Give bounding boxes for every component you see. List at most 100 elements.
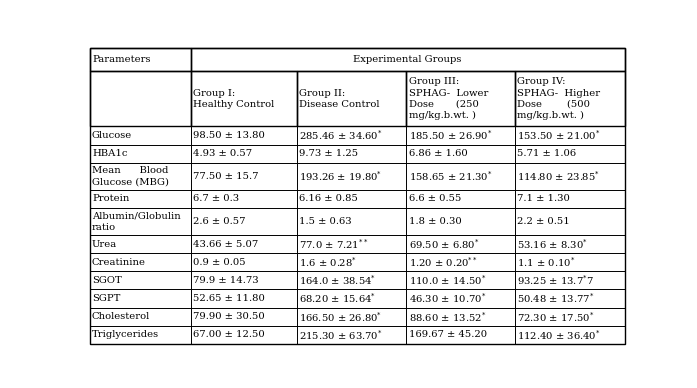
Bar <box>406 308 515 326</box>
Text: Albumin/Globulin
ratio: Albumin/Globulin ratio <box>92 211 181 232</box>
Bar <box>515 190 625 208</box>
Bar <box>191 48 625 71</box>
Bar <box>90 289 191 308</box>
Bar <box>515 126 625 145</box>
Text: Group II:
Disease Control: Group II: Disease Control <box>299 88 379 109</box>
Bar <box>297 145 406 163</box>
Bar <box>515 163 625 190</box>
Text: 164.0 ± 38.54$^{*}$: 164.0 ± 38.54$^{*}$ <box>299 274 376 288</box>
Bar <box>406 253 515 271</box>
Text: Urea: Urea <box>92 240 117 249</box>
Text: 68.20 ± 15.64$^{*}$: 68.20 ± 15.64$^{*}$ <box>299 292 376 305</box>
Text: 6.6 ± 0.55: 6.6 ± 0.55 <box>408 194 461 203</box>
Text: 112.40 ± 36.40$^{*}$: 112.40 ± 36.40$^{*}$ <box>517 328 601 342</box>
Bar <box>191 235 297 253</box>
Text: 46.30 ± 10.70$^{*}$: 46.30 ± 10.70$^{*}$ <box>408 292 486 305</box>
Text: 153.50 ± 21.00$^{*}$: 153.50 ± 21.00$^{*}$ <box>517 128 601 142</box>
Text: 77.0 ± 7.21$^{**}$: 77.0 ± 7.21$^{**}$ <box>299 237 368 251</box>
Bar <box>515 253 625 271</box>
Bar <box>297 126 406 145</box>
Bar <box>191 126 297 145</box>
Text: 215.30 ± 63.70$^{*}$: 215.30 ± 63.70$^{*}$ <box>299 328 383 342</box>
Text: Mean      Blood
Glucose (MBG): Mean Blood Glucose (MBG) <box>92 166 169 186</box>
Text: Triglycerides: Triglycerides <box>92 330 159 339</box>
Bar <box>297 71 406 126</box>
Bar <box>515 271 625 289</box>
Bar <box>297 163 406 190</box>
Bar <box>191 289 297 308</box>
Bar <box>406 145 515 163</box>
Text: 1.1 ± 0.10$^{*}$: 1.1 ± 0.10$^{*}$ <box>517 255 576 269</box>
Text: 1.6 ± 0.28$^{*}$: 1.6 ± 0.28$^{*}$ <box>299 255 357 269</box>
Bar <box>90 145 191 163</box>
Bar <box>515 326 625 344</box>
Text: Group IV:
SPHAG-  Higher
Dose        (500
mg/kg.b.wt. ): Group IV: SPHAG- Higher Dose (500 mg/kg.… <box>517 78 601 120</box>
Text: Group III:
SPHAG-  Lower
Dose       (250
mg/kg.b.wt. ): Group III: SPHAG- Lower Dose (250 mg/kg.… <box>408 78 488 120</box>
Bar <box>90 48 191 71</box>
Bar <box>406 126 515 145</box>
Bar <box>406 208 515 235</box>
Text: 6.7 ± 0.3: 6.7 ± 0.3 <box>193 194 239 203</box>
Text: 193.26 ± 19.80$^{*}$: 193.26 ± 19.80$^{*}$ <box>299 170 382 183</box>
Text: SGOT: SGOT <box>92 276 122 285</box>
Bar <box>515 289 625 308</box>
Text: 7.1 ± 1.30: 7.1 ± 1.30 <box>517 194 570 203</box>
Text: 67.00 ± 12.50: 67.00 ± 12.50 <box>193 330 265 339</box>
Bar <box>297 235 406 253</box>
Bar <box>406 326 515 344</box>
Bar <box>406 271 515 289</box>
Bar <box>90 71 191 126</box>
Text: Creatinine: Creatinine <box>92 258 146 267</box>
Bar <box>90 163 191 190</box>
Bar <box>297 271 406 289</box>
Text: 1.20 ± 0.20$^{**}$: 1.20 ± 0.20$^{**}$ <box>408 255 477 269</box>
Text: 2.6 ± 0.57: 2.6 ± 0.57 <box>193 217 245 226</box>
Text: 185.50 ± 26.90$^{*}$: 185.50 ± 26.90$^{*}$ <box>408 128 492 142</box>
Bar <box>90 208 191 235</box>
Bar <box>191 326 297 344</box>
Text: Experimental Groups: Experimental Groups <box>353 55 462 64</box>
Bar <box>406 289 515 308</box>
Bar <box>90 253 191 271</box>
Text: 79.90 ± 30.50: 79.90 ± 30.50 <box>193 312 265 321</box>
Text: Cholesterol: Cholesterol <box>92 312 151 321</box>
Text: 98.50 ± 13.80: 98.50 ± 13.80 <box>193 131 265 140</box>
Bar <box>90 271 191 289</box>
Bar <box>406 71 515 126</box>
Text: 2.2 ± 0.51: 2.2 ± 0.51 <box>517 217 570 226</box>
Bar <box>90 235 191 253</box>
Text: 88.60 ± 13.52$^{*}$: 88.60 ± 13.52$^{*}$ <box>408 310 486 324</box>
Text: 79.9 ± 14.73: 79.9 ± 14.73 <box>193 276 259 285</box>
Text: 1.5 ± 0.63: 1.5 ± 0.63 <box>299 217 351 226</box>
Bar <box>406 235 515 253</box>
Text: Group I:
Healthy Control: Group I: Healthy Control <box>193 88 274 109</box>
Bar <box>515 145 625 163</box>
Text: SGPT: SGPT <box>92 294 121 303</box>
Bar <box>406 190 515 208</box>
Text: 53.16 ± 8.30$^{*}$: 53.16 ± 8.30$^{*}$ <box>517 237 588 251</box>
Text: 93.25 ± 13.7$^{*}$7: 93.25 ± 13.7$^{*}$7 <box>517 274 595 288</box>
Bar <box>297 289 406 308</box>
Bar <box>90 308 191 326</box>
Bar <box>515 208 625 235</box>
Text: 77.50 ± 15.7: 77.50 ± 15.7 <box>193 172 259 181</box>
Text: 6.16 ± 0.85: 6.16 ± 0.85 <box>299 194 358 203</box>
Text: 0.9 ± 0.05: 0.9 ± 0.05 <box>193 258 245 267</box>
Text: 69.50 ± 6.80$^{*}$: 69.50 ± 6.80$^{*}$ <box>408 237 479 251</box>
Text: 169.67 ± 45.20: 169.67 ± 45.20 <box>408 330 487 339</box>
Bar <box>297 308 406 326</box>
Text: 285.46 ± 34.60$^{*}$: 285.46 ± 34.60$^{*}$ <box>299 128 383 142</box>
Bar <box>90 190 191 208</box>
Bar <box>90 126 191 145</box>
Bar <box>191 190 297 208</box>
Text: 4.93 ± 0.57: 4.93 ± 0.57 <box>193 149 252 158</box>
Text: 158.65 ± 21.30$^{*}$: 158.65 ± 21.30$^{*}$ <box>408 170 492 183</box>
Text: 114.80 ± 23.85$^{*}$: 114.80 ± 23.85$^{*}$ <box>517 170 600 183</box>
Text: 9.73 ± 1.25: 9.73 ± 1.25 <box>299 149 358 158</box>
Text: 52.65 ± 11.80: 52.65 ± 11.80 <box>193 294 265 303</box>
Bar <box>515 71 625 126</box>
Text: Glucose: Glucose <box>92 131 132 140</box>
Text: 166.50 ± 26.80$^{*}$: 166.50 ± 26.80$^{*}$ <box>299 310 382 324</box>
Bar <box>191 145 297 163</box>
Bar <box>191 308 297 326</box>
